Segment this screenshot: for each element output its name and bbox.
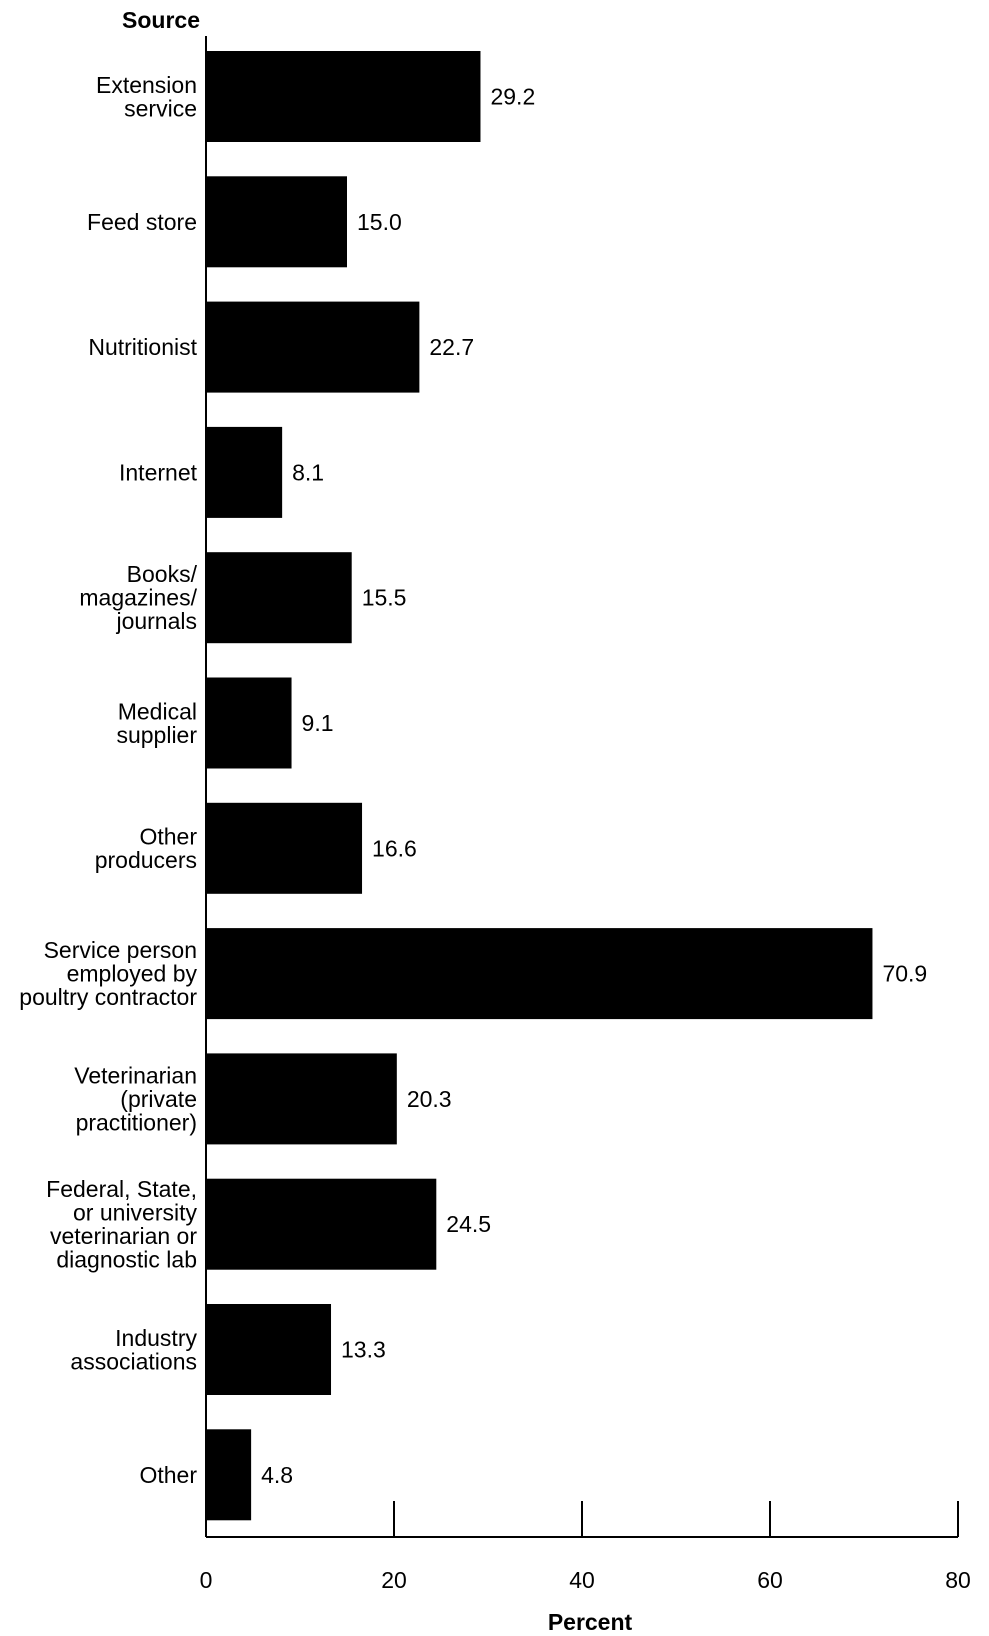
category-label: Federal, State, or university veterinarian… — [46, 1176, 197, 1273]
category-label: Veterinarian (private practitioner) — [74, 1062, 197, 1135]
bar — [206, 1429, 252, 1521]
category-label: Other — [139, 1462, 197, 1488]
bar — [206, 176, 347, 268]
category-label: Internet — [119, 459, 198, 485]
x-tick-label: 0 — [200, 1567, 213, 1593]
value-label: 20.3 — [407, 1086, 452, 1112]
bar — [206, 426, 283, 518]
bar — [206, 51, 481, 142]
x-tick-label: 20 — [381, 1567, 407, 1593]
value-label: 13.3 — [341, 1337, 386, 1363]
category-label: Nutritionist — [88, 334, 197, 360]
x-axis-title: Percent — [548, 1609, 633, 1635]
value-labels: 29.2 15.0 22.7 8.1 15.5 9.1 16.6 70.9 20.3 24.5 13… — [261, 84, 927, 1488]
bar — [206, 1053, 397, 1145]
value-label: 16.6 — [372, 835, 417, 861]
bar — [206, 1304, 332, 1395]
value-label: 4.8 — [261, 1462, 293, 1488]
value-label: 29.2 — [490, 84, 535, 110]
value-label: 22.7 — [429, 334, 474, 360]
category-label: Extension service — [96, 72, 197, 122]
value-label: 8.1 — [292, 459, 324, 485]
bar — [206, 677, 292, 769]
x-tick-label: 60 — [757, 1567, 783, 1593]
bar — [206, 802, 363, 894]
category-labels: Extension service Feed store Nutritionist In… — [19, 72, 197, 1488]
x-tick-labels: 0 20 40 60 80 — [200, 1567, 971, 1593]
value-label: 15.5 — [362, 585, 407, 611]
bar — [206, 301, 420, 393]
x-tick-label: 80 — [945, 1567, 971, 1593]
x-tick-label: 40 — [569, 1567, 595, 1593]
value-label: 70.9 — [882, 961, 927, 987]
category-label: Other producers — [95, 824, 198, 874]
category-label: Books/magazines/journals — [79, 561, 197, 634]
value-label: 24.5 — [446, 1211, 491, 1237]
bar — [206, 928, 873, 1020]
y-axis-title: Source — [122, 7, 200, 33]
bar — [206, 1178, 437, 1270]
category-label: Medical supplier — [116, 698, 197, 748]
category-label: Feed store — [87, 209, 197, 235]
bar — [206, 552, 352, 644]
bars-group — [206, 51, 873, 1521]
x-axis-ticks — [205, 1501, 959, 1537]
value-label: 15.0 — [357, 209, 402, 235]
value-label: 9.1 — [302, 710, 334, 736]
category-label: Service person employed by poultry contrac… — [19, 937, 197, 1010]
category-label: Industry associations — [70, 1325, 197, 1375]
